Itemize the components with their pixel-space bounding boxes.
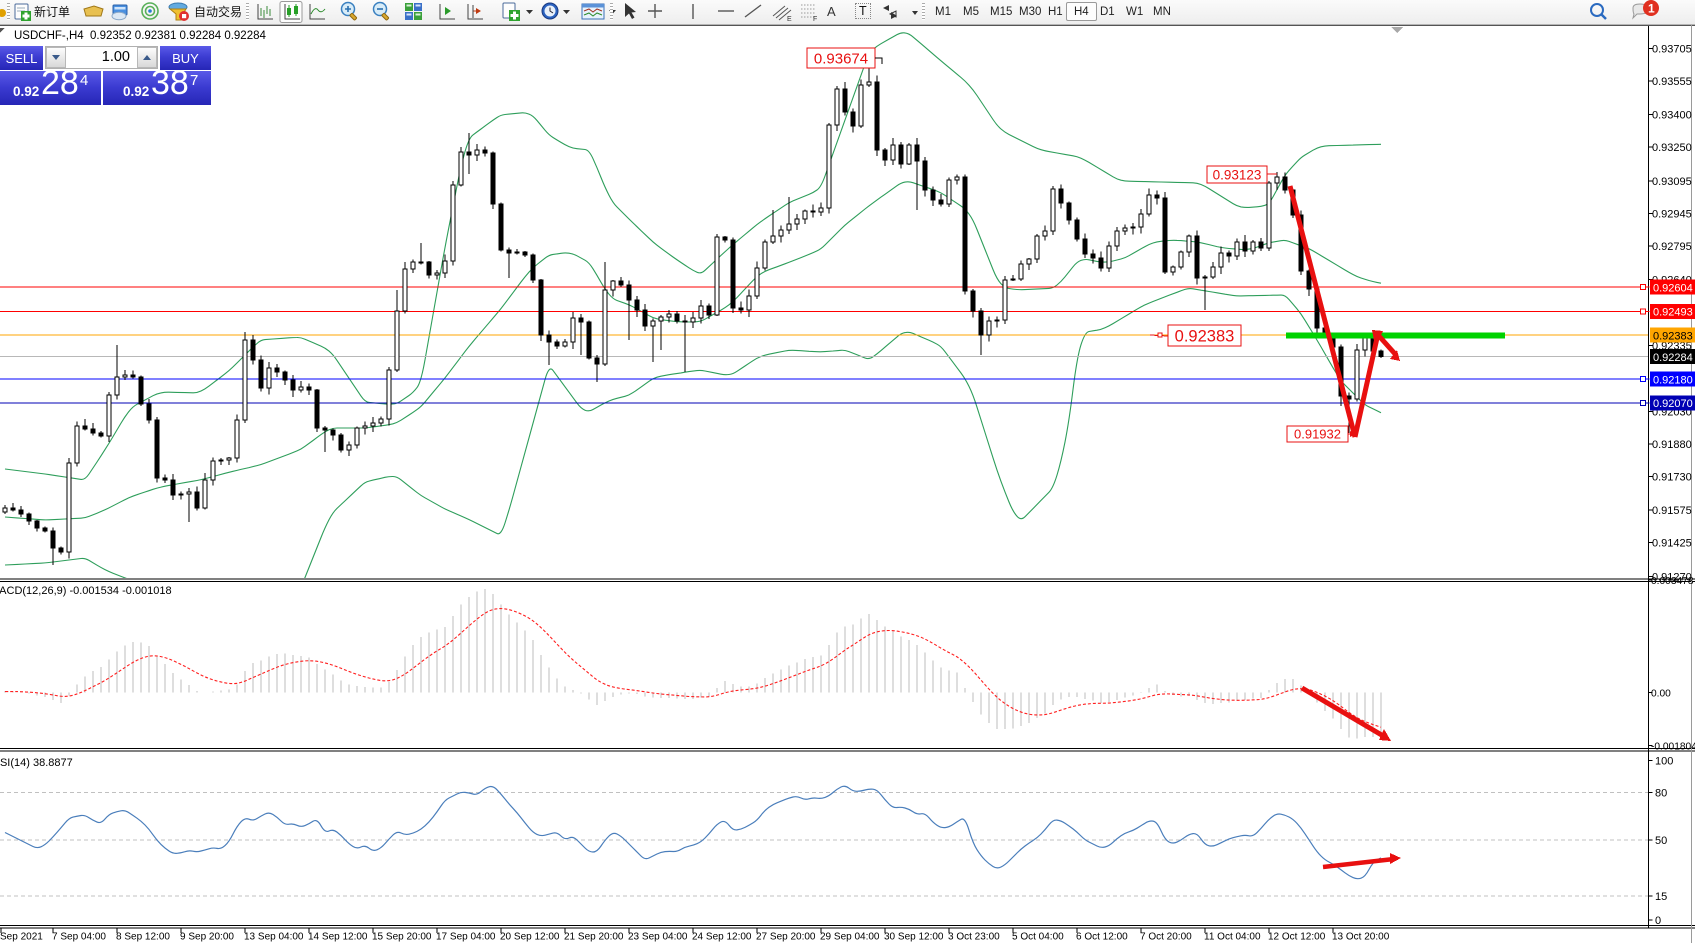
svg-text:100: 100 [1655, 755, 1673, 767]
svg-text:17 Sep 04:00: 17 Sep 04:00 [436, 932, 496, 943]
svg-text:A: A [827, 4, 836, 19]
svg-text:0.91730: 0.91730 [1652, 472, 1692, 484]
svg-text:0.93123: 0.93123 [1213, 167, 1262, 182]
svg-text:0.92284: 0.92284 [1653, 352, 1693, 364]
svg-text:8 Sep 12:00: 8 Sep 12:00 [116, 932, 170, 943]
svg-text:0.93095: 0.93095 [1652, 176, 1692, 188]
svg-text:29 Sep 04:00: 29 Sep 04:00 [820, 932, 880, 943]
svg-text:7 Oct 20:00: 7 Oct 20:00 [1140, 932, 1192, 943]
svg-text:30 Sep 12:00: 30 Sep 12:00 [884, 932, 944, 943]
svg-text:12 Oct 12:00: 12 Oct 12:00 [1268, 932, 1326, 943]
svg-text:-0.001804: -0.001804 [1651, 742, 1695, 753]
svg-text:27 Sep 20:00: 27 Sep 20:00 [756, 932, 816, 943]
svg-text:0.93555: 0.93555 [1652, 76, 1692, 88]
svg-text:0.92070: 0.92070 [1653, 398, 1693, 410]
svg-text:0.003478: 0.003478 [1651, 576, 1694, 587]
svg-text:15: 15 [1655, 891, 1667, 903]
svg-text:0: 0 [1655, 915, 1661, 927]
svg-text:0.91425: 0.91425 [1652, 538, 1692, 550]
svg-text:15 Sep 20:00: 15 Sep 20:00 [372, 932, 432, 943]
svg-text:13 Oct 20:00: 13 Oct 20:00 [1332, 932, 1390, 943]
svg-text:5 Oct 04:00: 5 Oct 04:00 [1012, 932, 1064, 943]
svg-text:0.92493: 0.92493 [1653, 307, 1693, 319]
svg-text:0.92180: 0.92180 [1653, 374, 1693, 386]
svg-text:Sep 2021: Sep 2021 [0, 932, 43, 943]
svg-text:0.92383: 0.92383 [1175, 327, 1235, 345]
svg-text:7 Sep 04:00: 7 Sep 04:00 [52, 932, 106, 943]
svg-text:0.92604: 0.92604 [1653, 282, 1693, 294]
svg-text:11 Oct 04:00: 11 Oct 04:00 [1204, 932, 1261, 943]
svg-text:0.92795: 0.92795 [1652, 241, 1692, 253]
svg-text:24 Sep 12:00: 24 Sep 12:00 [692, 932, 752, 943]
svg-text:0.93250: 0.93250 [1652, 142, 1692, 154]
svg-text:RSI(14) 38.8877: RSI(14) 38.8877 [0, 757, 73, 769]
svg-text:MACD(12,26,9) -0.001534 -0.001: MACD(12,26,9) -0.001534 -0.001018 [0, 585, 172, 597]
svg-text:21 Sep 20:00: 21 Sep 20:00 [564, 932, 624, 943]
svg-text:USDCHF-,H4 0.92352 0.92381 0.: USDCHF-,H4 0.92352 0.92381 0.92284 0.922… [14, 30, 266, 42]
svg-text:0.92945: 0.92945 [1652, 208, 1692, 220]
svg-text:6 Oct 12:00: 6 Oct 12:00 [1076, 932, 1128, 943]
svg-text:0.00: 0.00 [1651, 689, 1671, 700]
svg-text:20 Sep 12:00: 20 Sep 12:00 [500, 932, 560, 943]
svg-text:E: E [787, 16, 792, 23]
svg-text:F: F [813, 16, 817, 23]
svg-text:0.92383: 0.92383 [1653, 330, 1693, 342]
svg-text:13 Sep 04:00: 13 Sep 04:00 [244, 932, 304, 943]
svg-text:0.93705: 0.93705 [1652, 44, 1692, 56]
svg-text:0.93400: 0.93400 [1652, 110, 1692, 122]
svg-text:0.91880: 0.91880 [1652, 439, 1692, 451]
svg-text:50: 50 [1655, 835, 1667, 847]
svg-text:9 Sep 20:00: 9 Sep 20:00 [180, 932, 234, 943]
svg-text:0.91270: 0.91270 [1652, 571, 1692, 583]
svg-text:1: 1 [1648, 2, 1655, 16]
svg-text:0.91932: 0.91932 [1294, 427, 1341, 442]
svg-text:0.93674: 0.93674 [814, 50, 868, 67]
svg-text:3 Oct 23:00: 3 Oct 23:00 [948, 932, 1000, 943]
svg-text:14 Sep 12:00: 14 Sep 12:00 [308, 932, 368, 943]
svg-text:0.91575: 0.91575 [1652, 505, 1692, 517]
svg-text:80: 80 [1655, 787, 1667, 799]
svg-text:23 Sep 04:00: 23 Sep 04:00 [628, 932, 688, 943]
